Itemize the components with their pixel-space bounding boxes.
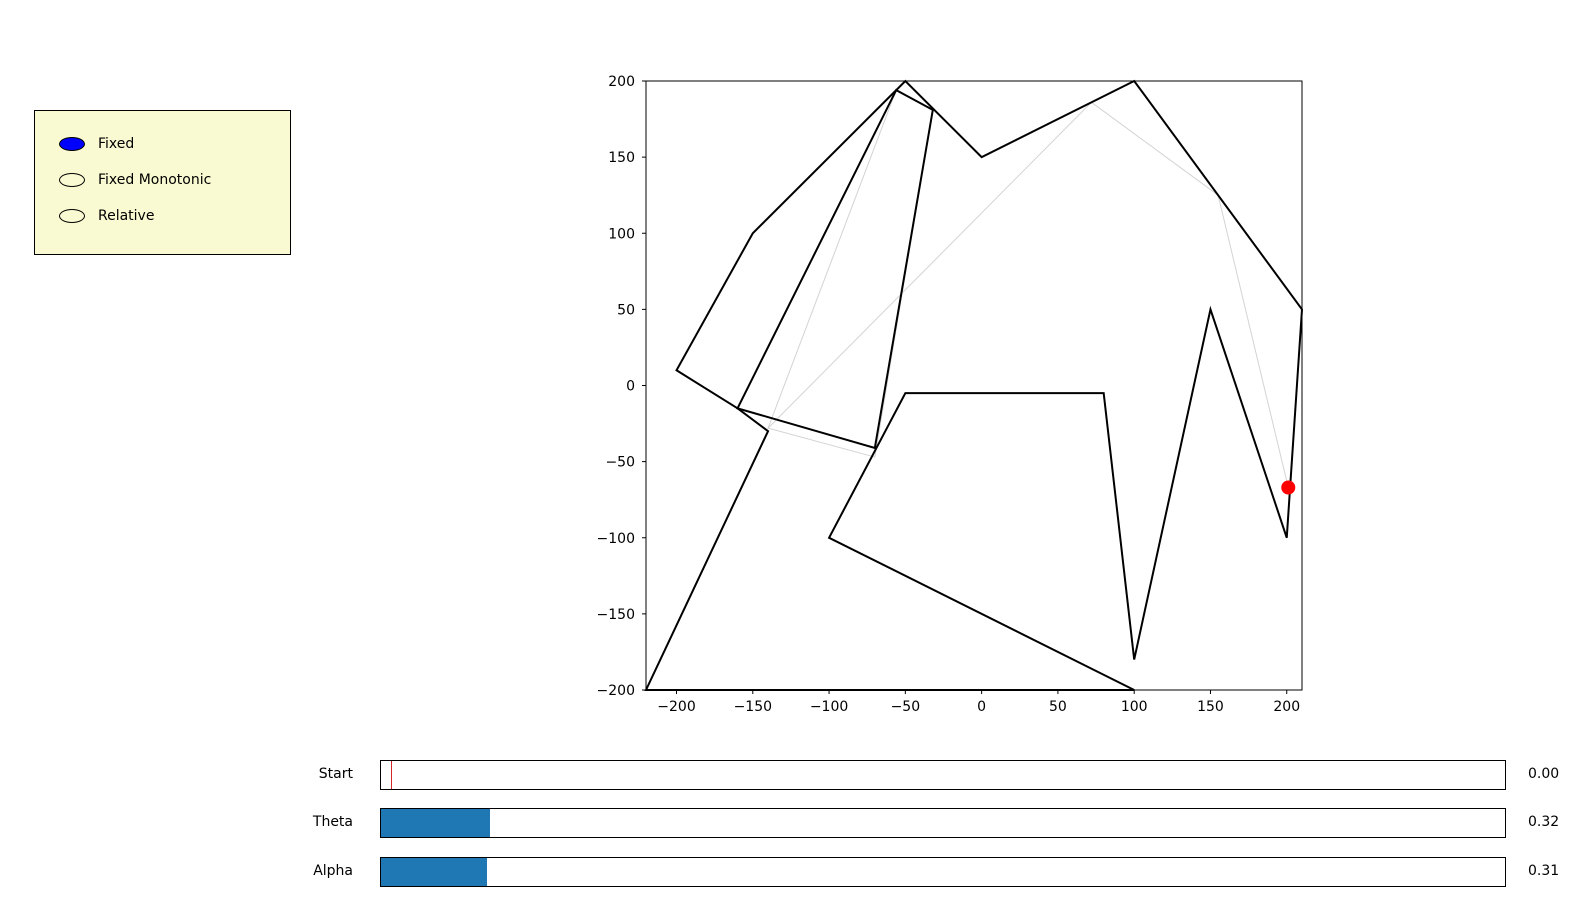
y-tick-label: 200 xyxy=(608,74,635,90)
polygon-1 xyxy=(736,88,934,450)
x-tick-label: 100 xyxy=(1121,699,1148,715)
slider-alpha-label: Alpha xyxy=(313,863,353,879)
plot-frame xyxy=(645,80,1303,691)
plot-area xyxy=(644,79,1304,691)
slider-theta-fill[interactable] xyxy=(381,809,491,837)
y-tick-label: 0 xyxy=(626,379,635,395)
polygon-0 xyxy=(644,79,1304,691)
slider-start-value: 0.00 xyxy=(1528,766,1560,782)
x-tick-label: −150 xyxy=(734,699,772,715)
x-tick-label: 200 xyxy=(1273,699,1300,715)
radio-fixed-label: Fixed xyxy=(98,136,135,152)
slider-start-track[interactable] xyxy=(380,760,1506,790)
x-tick-label: 50 xyxy=(1049,699,1067,715)
x-tick-label: 0 xyxy=(977,699,986,715)
mode-radio-panel: Fixed Fixed Monotonic Relative xyxy=(34,110,291,255)
y-tick-label: −150 xyxy=(597,607,635,623)
y-tick-label: −50 xyxy=(605,455,635,471)
slider-theta: Theta 0.32 xyxy=(0,808,1583,838)
x-tick-label: 150 xyxy=(1197,699,1224,715)
current-point-marker xyxy=(1281,480,1296,495)
slider-alpha-value: 0.31 xyxy=(1528,863,1560,879)
radio-option-fixed[interactable]: Fixed xyxy=(59,136,134,152)
slider-start: Start 0.00 xyxy=(0,760,1583,790)
y-tick-label: 150 xyxy=(608,150,635,166)
slider-theta-track[interactable] xyxy=(380,808,1506,838)
slider-theta-value: 0.32 xyxy=(1528,814,1560,830)
polygon-plot: −200 −150 −100 −50 0 50 100 150 200 −200 −150 −100 −… xyxy=(597,74,1304,715)
radio-fixed-monotonic-label: Fixed Monotonic xyxy=(98,172,212,188)
y-tick-label: −100 xyxy=(597,531,635,547)
x-tick-label: −100 xyxy=(810,699,848,715)
radio-option-relative[interactable]: Relative xyxy=(59,208,154,224)
x-tick-label: −50 xyxy=(891,699,921,715)
slider-start-label: Start xyxy=(318,766,353,782)
radio-fixed-monotonic-icon[interactable] xyxy=(59,173,85,187)
radio-relative-icon[interactable] xyxy=(59,209,85,223)
radio-relative-label: Relative xyxy=(98,208,155,224)
plot-axes: −200 −150 −100 −50 0 50 100 150 200 −200 −150 −100 −… xyxy=(597,74,1301,715)
y-tick-label: 100 xyxy=(608,226,635,242)
slider-alpha-fill[interactable] xyxy=(381,858,487,886)
slider-alpha-track[interactable] xyxy=(380,857,1506,887)
slider-theta-label: Theta xyxy=(312,814,353,830)
visibility-path-line xyxy=(767,89,1289,488)
y-tick-label: −200 xyxy=(597,683,635,699)
radio-fixed-icon[interactable] xyxy=(59,137,85,151)
x-tick-label: −200 xyxy=(657,699,695,715)
slider-start-handle[interactable] xyxy=(391,761,392,789)
radio-option-fixed-monotonic[interactable]: Fixed Monotonic xyxy=(59,172,211,188)
slider-alpha: Alpha 0.31 xyxy=(0,857,1583,887)
y-tick-label: 50 xyxy=(617,302,635,318)
